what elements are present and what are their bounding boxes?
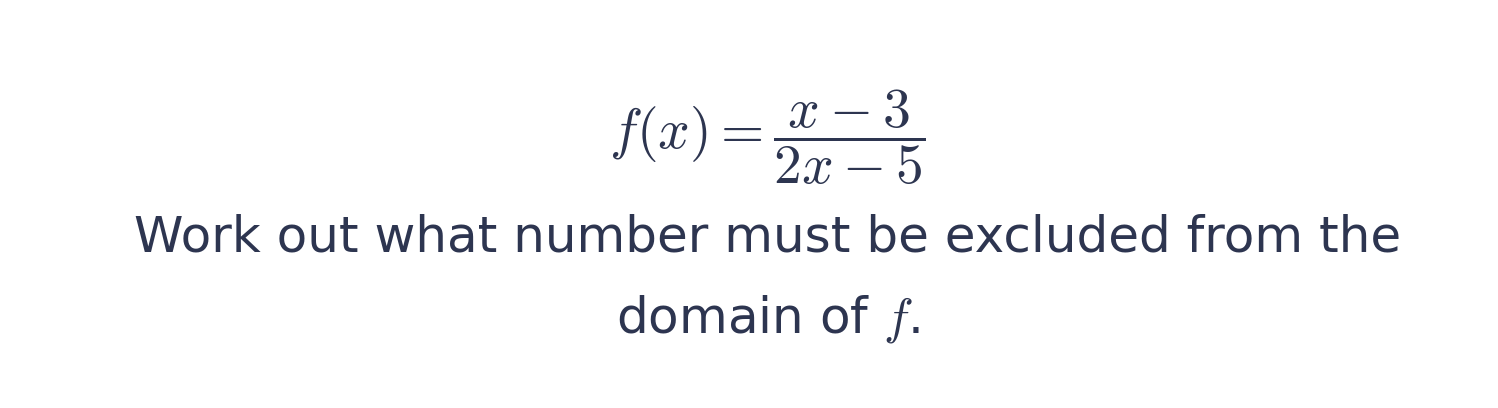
Text: Work out what number must be excluded from the: Work out what number must be excluded fr…	[135, 213, 1401, 262]
Text: $f(x) = \dfrac{x - 3}{2x - 5}$: $f(x) = \dfrac{x - 3}{2x - 5}$	[610, 87, 926, 186]
Text: domain of $f$.: domain of $f$.	[616, 293, 920, 345]
